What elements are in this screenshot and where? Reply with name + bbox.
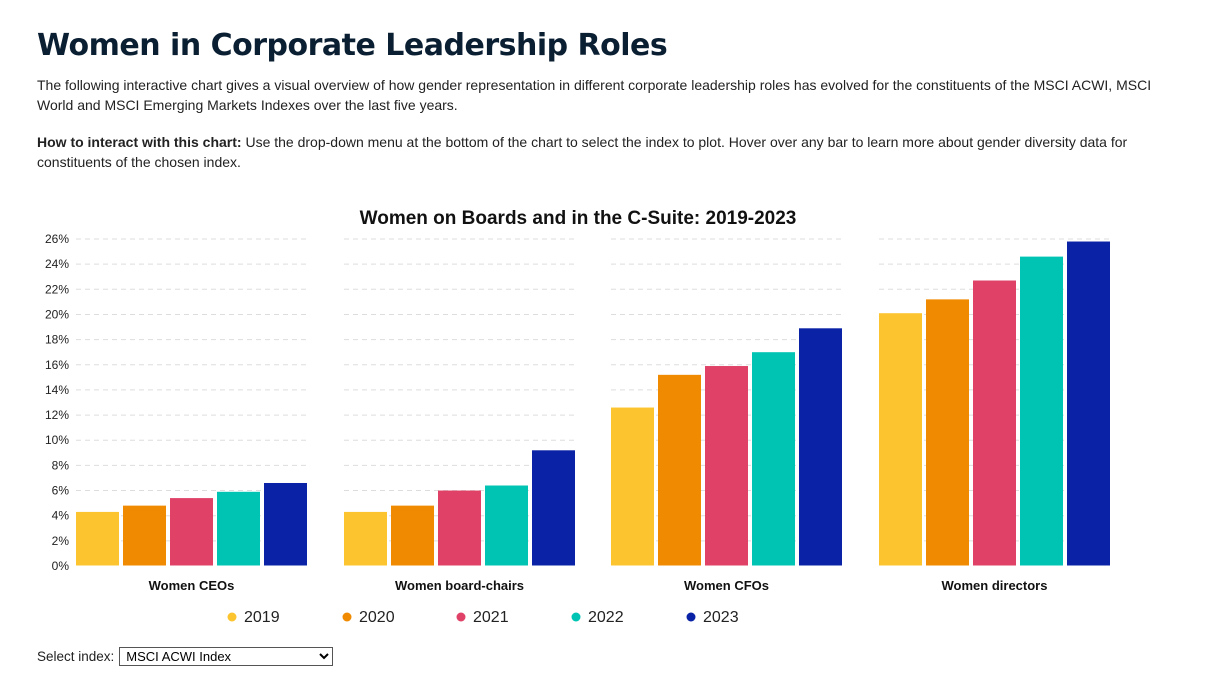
bar-2022 [1020,256,1063,566]
y-tick-label: 26% [45,232,69,246]
y-tick-label: 0% [52,559,70,573]
index-select[interactable]: MSCI ACWI Index [119,647,334,666]
bar-2023 [532,450,575,566]
legend-marker-2021 [456,612,466,622]
y-tick-label: 4% [52,509,70,523]
bar-2023 [264,482,307,566]
chart-title: Women on Boards and in the C-Suite: 2019… [360,208,797,229]
page-title: Women in Corporate Leadership Roles [37,28,668,63]
bar-2021 [438,490,481,566]
bar-2020 [658,374,701,566]
legend-marker-2020 [342,612,352,622]
bar-2019 [344,511,387,566]
y-tick-label: 6% [52,484,70,498]
category-label: Women CFOs [684,578,769,593]
bar-2020 [926,299,969,566]
y-tick-label: 20% [45,307,69,321]
legend-label-2021: 2021 [473,609,509,626]
bar-2023 [799,328,842,566]
bar-2020 [391,505,434,566]
bar-2022 [217,491,260,566]
legend-label-2023: 2023 [703,609,739,626]
bar-2019 [76,511,119,566]
y-tick-label: 22% [45,282,69,296]
legend-marker-2022 [571,612,581,622]
legend-marker-2023 [686,612,696,622]
legend-label-2020: 2020 [359,609,395,626]
bar-chart: Women on Boards and in the C-Suite: 2019… [45,208,1112,626]
legend-label-2019: 2019 [244,609,280,626]
index-selector: Select index: MSCI ACWI Index [37,647,334,666]
how-to-text: Use the drop-down menu at the bottom of … [37,134,1128,170]
y-tick-label: 2% [52,534,70,548]
legend-label-2022: 2022 [588,609,624,626]
select-index-label: Select index: [37,649,115,664]
category-label: Women directors [942,578,1048,593]
bar-2020 [123,505,166,566]
y-tick-label: 8% [52,458,70,472]
y-tick-label: 18% [45,333,69,347]
bar-2019 [879,313,922,566]
bar-2021 [705,366,748,566]
intro-paragraph: The following interactive chart gives a … [37,77,1152,113]
how-to-paragraph: How to interact with this chart: Use the… [37,132,1167,172]
bar-2022 [752,352,795,566]
y-tick-label: 14% [45,383,69,397]
y-tick-label: 24% [45,257,69,271]
bar-2019 [611,407,654,566]
y-tick-label: 16% [45,358,69,372]
category-label: Women CEOs [149,578,235,593]
bar-2022 [485,485,528,566]
how-to-label: How to interact with this chart: [37,134,242,150]
legend-marker-2019 [227,612,237,622]
bar-2023 [1067,241,1110,566]
bar-2021 [170,498,213,566]
y-tick-label: 10% [45,433,69,447]
y-tick-label: 12% [45,408,69,422]
category-label: Women board-chairs [395,578,524,593]
bar-2021 [973,280,1016,566]
